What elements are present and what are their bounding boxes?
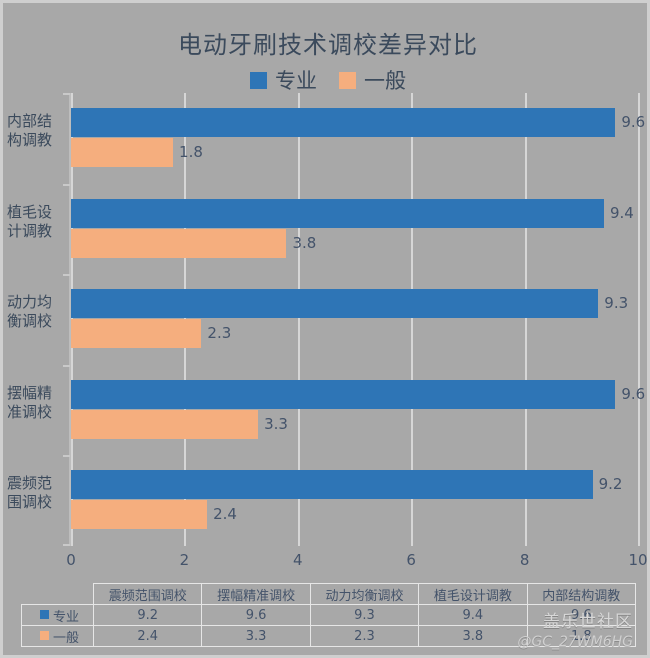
- chart-title: 电动牙刷技术调校差异对比: [178, 31, 478, 59]
- table-cell-value: 2.3: [309, 625, 420, 647]
- bar-general[interactable]: [71, 409, 259, 439]
- bar-group: 9.6 3.3: [71, 365, 645, 456]
- chart-legend: 专业 一般: [3, 65, 647, 95]
- category-label-line: 植毛设: [7, 202, 53, 221]
- axis-tick-mark: [63, 455, 70, 458]
- bar-value-label: 1.8: [179, 143, 203, 161]
- bar-value-label: 2.3: [207, 324, 232, 343]
- table-cell-value: 2.4: [92, 625, 203, 647]
- y-axis-category-label: 震频范 围调校: [7, 474, 67, 512]
- bar-value-label: 9.4: [609, 203, 634, 222]
- category-label-line: 动力均: [7, 293, 53, 312]
- x-axis-tick-label: 6: [406, 551, 416, 569]
- y-axis-category-label: 内部结 构调教: [7, 112, 67, 150]
- x-axis-tick-label: 10: [628, 551, 648, 569]
- bar-pro[interactable]: [71, 470, 593, 500]
- gridline: [411, 93, 414, 546]
- bar-value-label: 3.8: [292, 233, 317, 252]
- bar-group: 9.4 3.8: [71, 184, 638, 275]
- series-swatch-icon: [39, 609, 49, 619]
- category-label-line: 衡调校: [7, 312, 53, 331]
- table-corner-cell: [22, 584, 94, 605]
- category-label-line: 摆幅精: [7, 383, 53, 402]
- table-cell-value: 1.8: [526, 625, 637, 647]
- legend-label-general: 一般: [364, 69, 406, 93]
- table-cell-value: 9.2: [92, 604, 203, 626]
- category-label-line: 震频范: [7, 474, 53, 493]
- bar-value-label: 2.4: [213, 505, 237, 524]
- table-row: 专业 9.2 9.6 9.3 9.4 9.6: [21, 604, 637, 626]
- legend-entry-general[interactable]: 一般: [339, 65, 406, 95]
- bar-group: 9.6 1.8: [71, 93, 645, 184]
- axis-tick-mark: [63, 544, 70, 546]
- table-cell-value: 3.3: [201, 625, 311, 647]
- y-axis-line: [69, 93, 71, 546]
- axis-tick-mark: [63, 93, 70, 95]
- x-axis-tick-label: 2: [179, 551, 190, 569]
- bar-value-label: 9.6: [621, 384, 646, 403]
- y-axis-category-label: 植毛设 计调教: [7, 203, 67, 241]
- table-column-header: 震频范围调校: [92, 583, 203, 605]
- table-cell-value: 9.6: [201, 604, 311, 626]
- table-series-name: 专业: [52, 609, 79, 625]
- table-column-header: 植毛设计调教: [418, 583, 528, 605]
- bar-group: 9.3 2.3: [71, 274, 638, 365]
- bar-value-label: 9.2: [598, 475, 623, 494]
- category-label-line: 围调校: [7, 493, 53, 512]
- legend-label-pro: 专业: [275, 69, 317, 93]
- axis-tick-mark: [63, 274, 70, 277]
- bar-value-label: 9.6: [621, 113, 646, 131]
- gridline: [524, 93, 527, 546]
- category-label-line: 计调教: [7, 221, 53, 240]
- table-series-key: 一般: [21, 625, 94, 647]
- series-swatch-icon: [39, 630, 49, 640]
- bar-pro[interactable]: [71, 108, 616, 137]
- bar-pro[interactable]: [71, 289, 599, 319]
- bar-general[interactable]: [71, 228, 287, 258]
- data-table: 震频范围调校 摆幅精准调校 动力均衡调校 植毛设计调教 内部结构调教 专业 9.2 9.6 9…: [21, 583, 637, 647]
- table-column-header: 动力均衡调校: [309, 583, 420, 605]
- table-cell-value: 9.6: [526, 604, 637, 626]
- y-axis-category-label: 摆幅精 准调校: [7, 384, 67, 422]
- bar-general[interactable]: [71, 319, 202, 349]
- table-row: 一般 2.4 3.3 2.3 3.8 1.8: [21, 625, 637, 647]
- table-cell-value: 9.3: [309, 604, 420, 626]
- bar-pro[interactable]: [71, 198, 604, 228]
- x-axis-tick-label: 8: [519, 551, 530, 569]
- axis-tick-mark: [63, 364, 70, 367]
- table-cell-value: 3.8: [418, 625, 528, 647]
- x-axis-tick-label: 4: [293, 551, 303, 569]
- bar-general[interactable]: [71, 138, 174, 167]
- legend-swatch-icon: [250, 71, 267, 89]
- table-column-header: 内部结构调教: [526, 583, 637, 605]
- category-label-line: 内部结: [7, 112, 53, 130]
- data-table-body: 专业 9.2 9.6 9.3 9.4 9.6 一般 2.4 3.3 2.3 3.8 1.8: [21, 604, 637, 647]
- table-series-name: 一般: [52, 630, 79, 646]
- table-series-key: 专业: [21, 604, 94, 626]
- gridline: [297, 93, 300, 546]
- bar-group: 9.2 2.4: [71, 455, 638, 546]
- data-table-head: 震频范围调校 摆幅精准调校 动力均衡调校 植毛设计调教 内部结构调教: [22, 583, 637, 605]
- legend-swatch-icon: [339, 71, 356, 89]
- table-header-row: 震频范围调校 摆幅精准调校 动力均衡调校 植毛设计调教 内部结构调教: [22, 583, 637, 605]
- x-axis-tick-label: 0: [66, 551, 76, 569]
- bar-general[interactable]: [71, 500, 208, 530]
- table-column-header: 摆幅精准调校: [201, 583, 311, 605]
- bar-value-label: 3.3: [264, 414, 288, 433]
- bar-pro[interactable]: [71, 379, 616, 409]
- y-axis-category-label: 动力均 衡调校: [7, 293, 67, 331]
- category-label-line: 准调校: [7, 402, 53, 421]
- axis-tick-mark: [63, 183, 70, 186]
- table-cell-value: 9.4: [418, 604, 528, 626]
- legend-entry-pro[interactable]: 专业: [250, 65, 317, 95]
- bar-value-label: 9.3: [604, 294, 629, 313]
- plot-area: 9.6 1.8 9.4 3.8 9.3 2.3 9.6 3.3 9.2 2.4: [63, 93, 645, 546]
- category-label-line: 构调教: [7, 131, 53, 149]
- gridline: [638, 93, 640, 546]
